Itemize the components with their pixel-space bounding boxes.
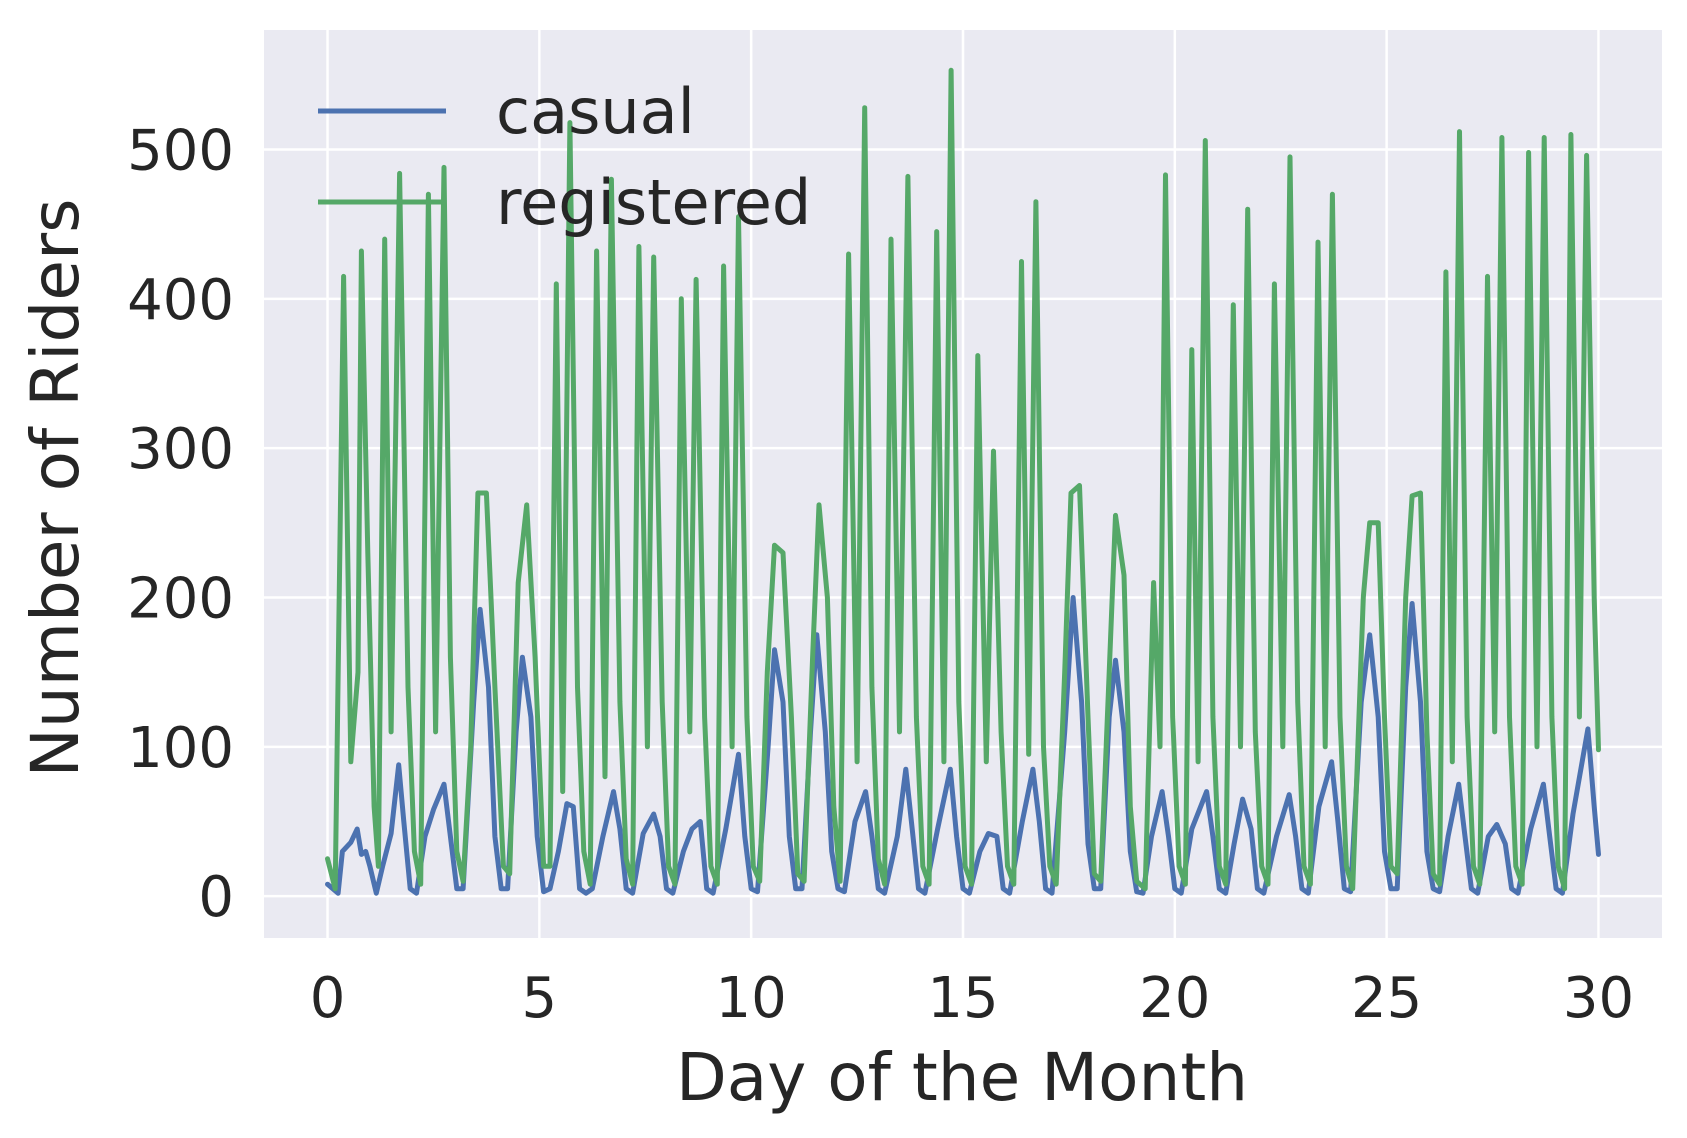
x-axis-label: Day of the Month	[676, 1039, 1248, 1116]
series-line-casual	[325, 595, 1601, 896]
x-tick-label: 5	[522, 966, 558, 1031]
y-tick-label: 0	[198, 865, 234, 930]
y-tick-label: 300	[127, 417, 234, 482]
x-tick-label: 10	[716, 966, 787, 1031]
y-axis-label: Number of Riders	[17, 199, 94, 778]
x-tick-label: 0	[310, 966, 346, 1031]
x-tick-labels: 0 5 10 15 20 25 30	[310, 966, 1634, 1031]
series-lines	[325, 67, 1601, 896]
x-tick-label: 30	[1563, 966, 1634, 1031]
y-tick-label: 500	[127, 118, 234, 183]
legend-label-registered: registered	[496, 166, 811, 239]
x-tick-label: 25	[1351, 966, 1422, 1031]
x-tick-label: 15	[927, 966, 998, 1031]
x-tick-label: 20	[1139, 966, 1210, 1031]
legend: casual registered	[318, 75, 811, 239]
y-tick-labels: 0 100 200 300 400 500	[127, 118, 234, 930]
y-tick-label: 400	[127, 268, 234, 333]
series-line-registered	[325, 67, 1601, 892]
y-tick-label: 100	[127, 716, 234, 781]
legend-label-casual: casual	[496, 75, 695, 148]
y-tick-label: 200	[127, 567, 234, 632]
